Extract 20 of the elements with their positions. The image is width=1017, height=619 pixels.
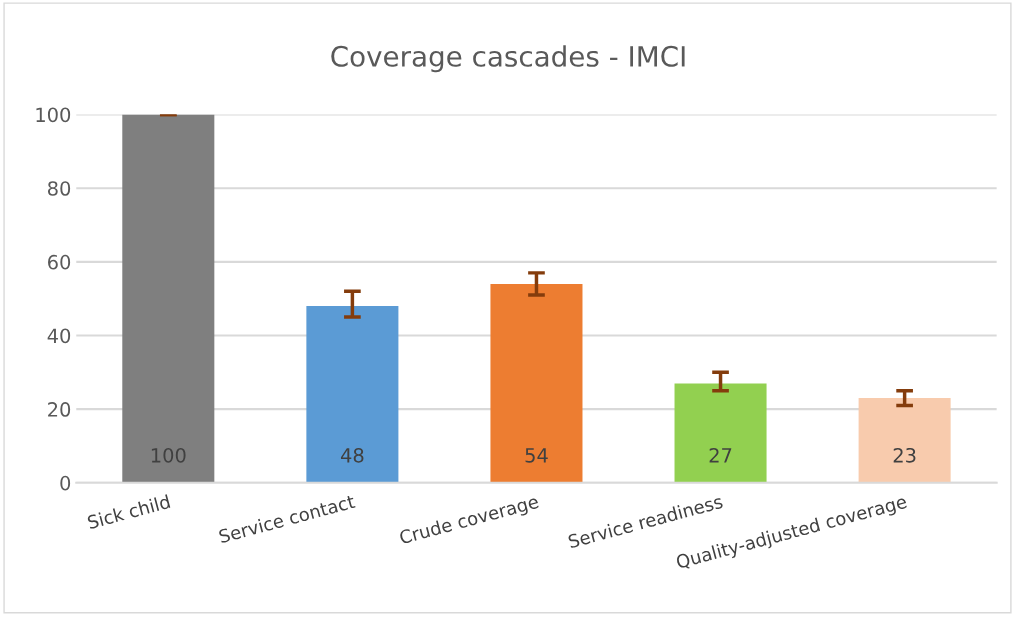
bar bbox=[306, 306, 399, 483]
data-label: 27 bbox=[709, 447, 732, 463]
y-tick-label: 40 bbox=[47, 328, 71, 344]
y-tick-label: 60 bbox=[48, 254, 71, 270]
bar bbox=[858, 398, 951, 483]
data-label: 23 bbox=[893, 447, 916, 463]
bar bbox=[490, 283, 583, 483]
x-tick-label: Service contact bbox=[218, 494, 356, 544]
data-label: 100 bbox=[151, 447, 186, 463]
data-label: 54 bbox=[525, 448, 548, 463]
y-tick-label: 20 bbox=[48, 402, 71, 417]
data-label: 48 bbox=[340, 447, 364, 463]
bar bbox=[122, 114, 215, 483]
bar bbox=[674, 383, 767, 483]
x-tick-label: Crude coverage bbox=[398, 494, 541, 548]
y-tick-label: 100 bbox=[36, 107, 71, 123]
y-tick-label: 80 bbox=[47, 181, 71, 196]
chart-title: Coverage cascades - IMCI bbox=[331, 45, 685, 73]
y-tick-label: 0 bbox=[60, 475, 71, 491]
x-tick-label: Sick child bbox=[86, 494, 171, 530]
